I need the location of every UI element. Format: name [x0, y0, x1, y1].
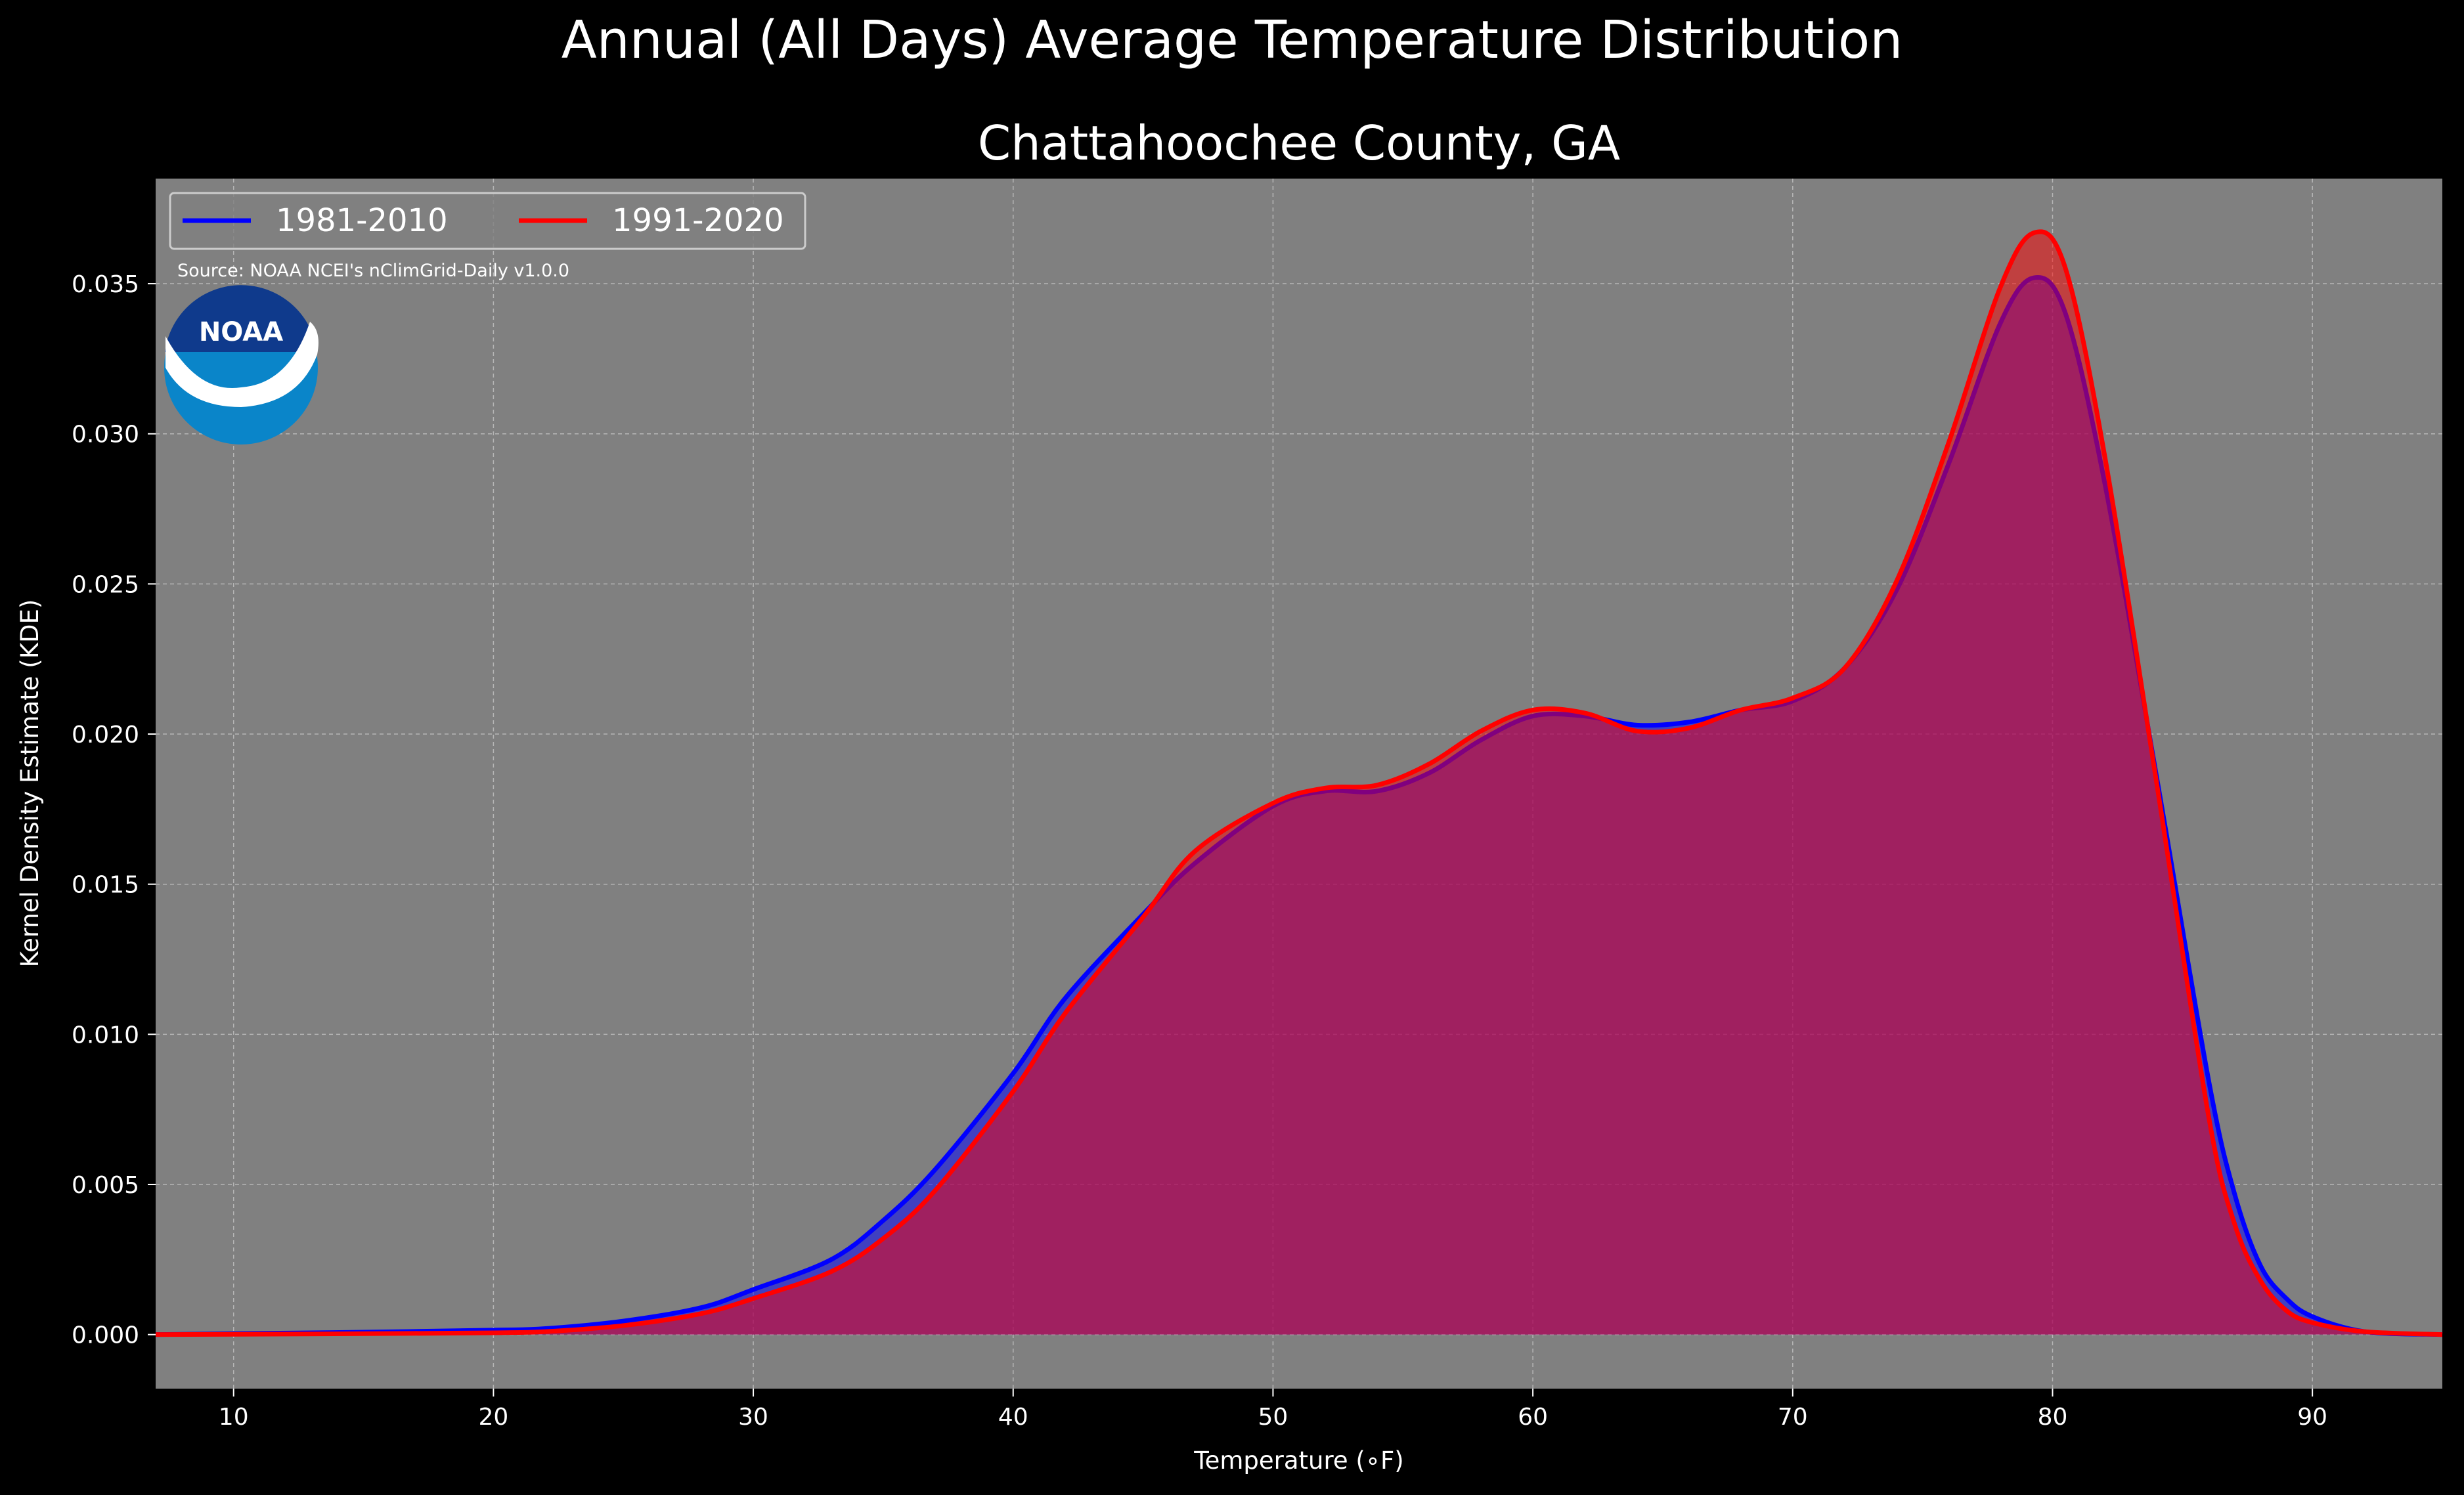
x-tick-label: 40 [998, 1404, 1028, 1431]
legend-box [169, 192, 806, 250]
noaa-logo-bird [165, 322, 319, 407]
legend-label-1981-2010: 1981-2010 [276, 202, 448, 239]
noaa-logo-bird-tail [217, 378, 276, 399]
legend: 1981-2010 1991-2020 [169, 192, 806, 250]
noaa-logo: NOAA [164, 285, 319, 444]
noaa-logo-text: NOAA [199, 317, 283, 347]
x-tick-label: 30 [738, 1404, 768, 1431]
x-axis-label: Temperature (∘F) [1193, 1446, 1403, 1475]
source-note: Source: NOAA NCEI's nClimGrid-Daily v1.0… [177, 261, 569, 281]
x-tick-label: 20 [478, 1404, 508, 1431]
y-tick-label: 0.025 [72, 571, 139, 598]
y-tick-label: 0.035 [72, 271, 139, 298]
x-tick-label: 10 [219, 1404, 249, 1431]
x-tick-label: 70 [1778, 1404, 1808, 1431]
chart-title: Chattahoochee County, GA [978, 116, 1620, 171]
y-tick-label: 0.015 [72, 872, 139, 899]
axes: 10 20 30 40 50 60 70 80 90 0.000 0.005 0.010 0.015 0.… [72, 271, 2327, 1431]
x-tick-label: 60 [1518, 1404, 1548, 1431]
x-tick-label: 50 [1258, 1404, 1288, 1431]
series-line-1991-2020 [155, 229, 2443, 1337]
noaa-logo-top [165, 285, 317, 352]
y-axis-label: Kernel Density Estimate (KDE) [16, 599, 44, 968]
y-tick-label: 0.010 [72, 1022, 139, 1049]
x-tick-label: 80 [2038, 1404, 2068, 1431]
legend-label-1991-2020: 1991-2020 [612, 202, 784, 239]
y-tick-label: 0.030 [72, 422, 139, 448]
chart-suptitle: Annual (All Days) Average Temperature Di… [561, 10, 1903, 70]
x-tick-label: 90 [2297, 1404, 2327, 1431]
series-layer [155, 229, 2443, 1337]
area-fill-1991-2020 [156, 231, 2442, 1335]
y-tick-label: 0.000 [72, 1322, 139, 1349]
y-tick-label: 0.020 [72, 722, 139, 748]
y-tick-label: 0.005 [72, 1172, 139, 1199]
